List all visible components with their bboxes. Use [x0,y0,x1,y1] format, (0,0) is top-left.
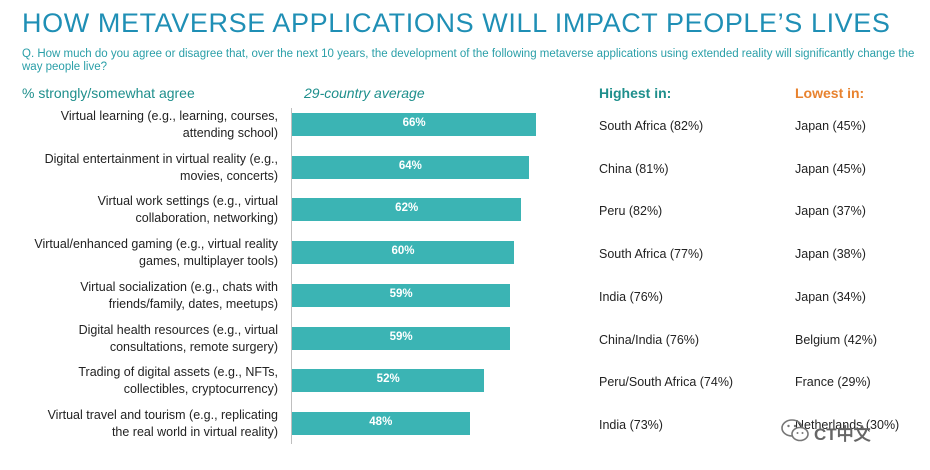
category-label-line: games, multiplayer tools) [139,254,278,268]
bar-value-label: 48% [369,416,393,428]
category-label-line: Digital entertainment in virtual reality… [44,152,278,166]
highest-in-value: China (81%) [599,162,669,176]
chart-axis-line [291,108,292,444]
bar: 52% [292,369,485,392]
bar-value-label: 62% [395,202,419,214]
lowest-in-value: Japan (34%) [795,290,866,304]
bar: 59% [292,327,511,350]
bar-value-label: 60% [391,245,415,257]
column-header-lowest: Lowest in: [795,85,865,101]
lowest-in-value: Japan (38%) [795,247,866,261]
bar: 62% [292,198,522,221]
bar: 59% [292,284,511,307]
category-label-line: Digital health resources (e.g., virtual [78,323,278,337]
category-label-line: collaboration, networking) [135,211,278,225]
bar-value-label: 59% [389,331,413,343]
category-label: Virtual learning (e.g., learning, course… [8,108,278,142]
column-header-average: 29-country average [304,85,425,101]
survey-question: Q. How much do you agree or disagree tha… [22,48,915,73]
bar: 64% [292,156,529,179]
bar: 48% [292,412,470,435]
category-label: Virtual travel and tourism (e.g., replic… [8,407,278,441]
category-label: Virtual/enhanced gaming (e.g., virtual r… [8,236,278,270]
category-label-line: Virtual/enhanced gaming (e.g., virtual r… [34,237,278,251]
category-label-line: friends/family, dates, meetups) [108,297,278,311]
category-label-line: attending school) [182,126,278,140]
category-label-line: movies, concerts) [180,169,278,183]
highest-in-value: India (73%) [599,418,663,432]
category-label: Digital entertainment in virtual reality… [8,151,278,185]
lowest-in-value: Japan (37%) [795,204,866,218]
chart-row: Trading of digital assets (e.g., NFTs, co… [0,364,930,408]
lowest-in-value: Japan (45%) [795,162,866,176]
category-label-line: the real world in virtual reality) [111,425,278,439]
bar-value-label: 59% [389,288,413,300]
chart-row: Virtual learning (e.g., learning, course… [0,108,930,152]
highest-in-value: Peru (82%) [599,204,663,218]
category-label-line: Virtual work settings (e.g., virtual [97,194,278,208]
bar: 66% [292,113,537,136]
lowest-in-value: Japan (45%) [795,119,866,133]
watermark-text: CT中文 [814,425,871,444]
bar: 60% [292,241,514,264]
chart-row: Digital entertainment in virtual reality… [0,151,930,195]
category-label-line: Virtual learning (e.g., learning, course… [60,109,278,123]
category-label-line: collectibles, cryptocurrency) [123,382,278,396]
category-label-line: Trading of digital assets (e.g., NFTs, [78,365,278,379]
chart-row: Virtual travel and tourism (e.g., replic… [0,407,930,451]
highest-in-value: Peru/South Africa (74%) [599,375,734,389]
category-label-line: consultations, remote surgery) [109,340,278,354]
highest-in-value: India (76%) [599,290,663,304]
chart-row: Virtual/enhanced gaming (e.g., virtual r… [0,236,930,280]
bar-value-label: 52% [376,373,400,385]
column-header-agree: % strongly/somewhat agree [22,85,195,101]
lowest-in-value: France (29%) [795,375,871,389]
highest-in-value: South Africa (82%) [599,119,704,133]
category-label: Trading of digital assets (e.g., NFTs, co… [8,364,278,398]
category-label: Virtual socialization (e.g., chats with f… [8,279,278,313]
watermark: CT中文 [780,414,910,448]
highest-in-value: South Africa (77%) [599,247,704,261]
chart-row: Virtual socialization (e.g., chats with f… [0,279,930,323]
wechat-icon [781,419,809,442]
chart-row: Digital health resources (e.g., virtual c… [0,322,930,366]
column-header-highest: Highest in: [599,85,672,101]
chart-title: HOW METAVERSE APPLICATIONS WILL IMPACT P… [22,8,891,38]
category-label-line: Virtual socialization (e.g., chats with [80,280,278,294]
category-label-line: Virtual travel and tourism (e.g., replic… [47,408,278,422]
bar-value-label: 64% [398,160,422,172]
category-label: Digital health resources (e.g., virtual c… [8,322,278,356]
highest-in-value: China/India (76%) [599,333,700,347]
bar-value-label: 66% [402,117,426,129]
lowest-in-value: Belgium (42%) [795,333,877,347]
category-label: Virtual work settings (e.g., virtual coll… [8,193,278,227]
chart-row: Virtual work settings (e.g., virtual coll… [0,193,930,237]
lowest-in-value: Netherlands (30%) [795,418,900,432]
